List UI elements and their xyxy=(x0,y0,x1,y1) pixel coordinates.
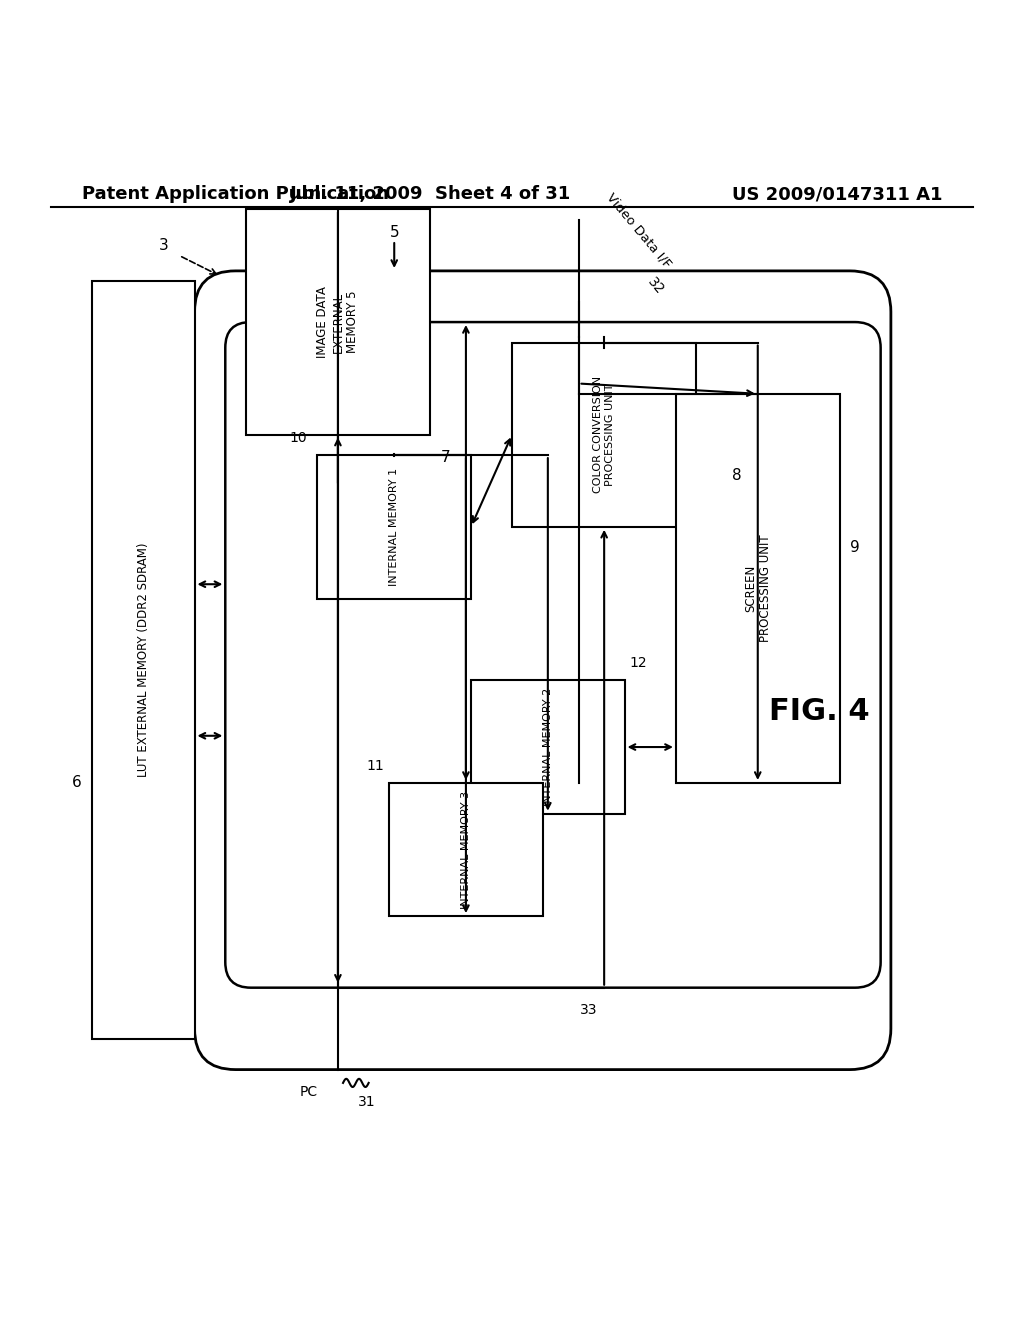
Text: 7: 7 xyxy=(440,450,450,465)
Text: 5: 5 xyxy=(389,226,399,240)
Text: US 2009/0147311 A1: US 2009/0147311 A1 xyxy=(731,185,942,203)
Text: 31: 31 xyxy=(358,1096,376,1109)
FancyBboxPatch shape xyxy=(225,322,881,987)
Text: LUT EXTERNAL MEMORY (DDR2 SDRAM): LUT EXTERNAL MEMORY (DDR2 SDRAM) xyxy=(137,543,150,777)
Text: INTERNAL MEMORY 1: INTERNAL MEMORY 1 xyxy=(389,467,399,586)
Text: 9: 9 xyxy=(850,540,860,554)
Text: COLOR CONVERSION
PROCESSING UNIT: COLOR CONVERSION PROCESSING UNIT xyxy=(593,376,615,494)
Text: SCREEN
PROCESSING UNIT: SCREEN PROCESSING UNIT xyxy=(743,535,772,642)
Text: Patent Application Publication: Patent Application Publication xyxy=(82,185,389,203)
Text: PC: PC xyxy=(299,1085,317,1100)
Bar xyxy=(92,281,195,1039)
Bar xyxy=(471,681,625,813)
Text: INTERNAL MEMORY 2: INTERNAL MEMORY 2 xyxy=(543,688,553,807)
Text: 11: 11 xyxy=(367,759,384,772)
Text: 33: 33 xyxy=(580,1003,598,1016)
Bar xyxy=(317,455,471,598)
Bar xyxy=(389,783,543,916)
Text: 32: 32 xyxy=(645,275,667,297)
Text: IMAGE DATA
EXTERNAL
MEMORY 5: IMAGE DATA EXTERNAL MEMORY 5 xyxy=(316,286,359,358)
Text: 6: 6 xyxy=(72,775,82,791)
Text: Jun. 11, 2009  Sheet 4 of 31: Jun. 11, 2009 Sheet 4 of 31 xyxy=(290,185,570,203)
Text: Video Data I/F: Video Data I/F xyxy=(604,191,674,271)
Text: 10: 10 xyxy=(290,430,307,445)
Text: 8: 8 xyxy=(732,469,741,483)
Text: 3: 3 xyxy=(159,238,169,253)
Bar xyxy=(676,393,840,783)
Bar xyxy=(246,210,430,434)
Text: FIG. 4: FIG. 4 xyxy=(769,697,869,726)
Text: INTERNAL MEMORY 3: INTERNAL MEMORY 3 xyxy=(461,791,471,908)
FancyBboxPatch shape xyxy=(195,271,891,1069)
Bar xyxy=(512,343,696,527)
Text: 12: 12 xyxy=(630,656,647,671)
